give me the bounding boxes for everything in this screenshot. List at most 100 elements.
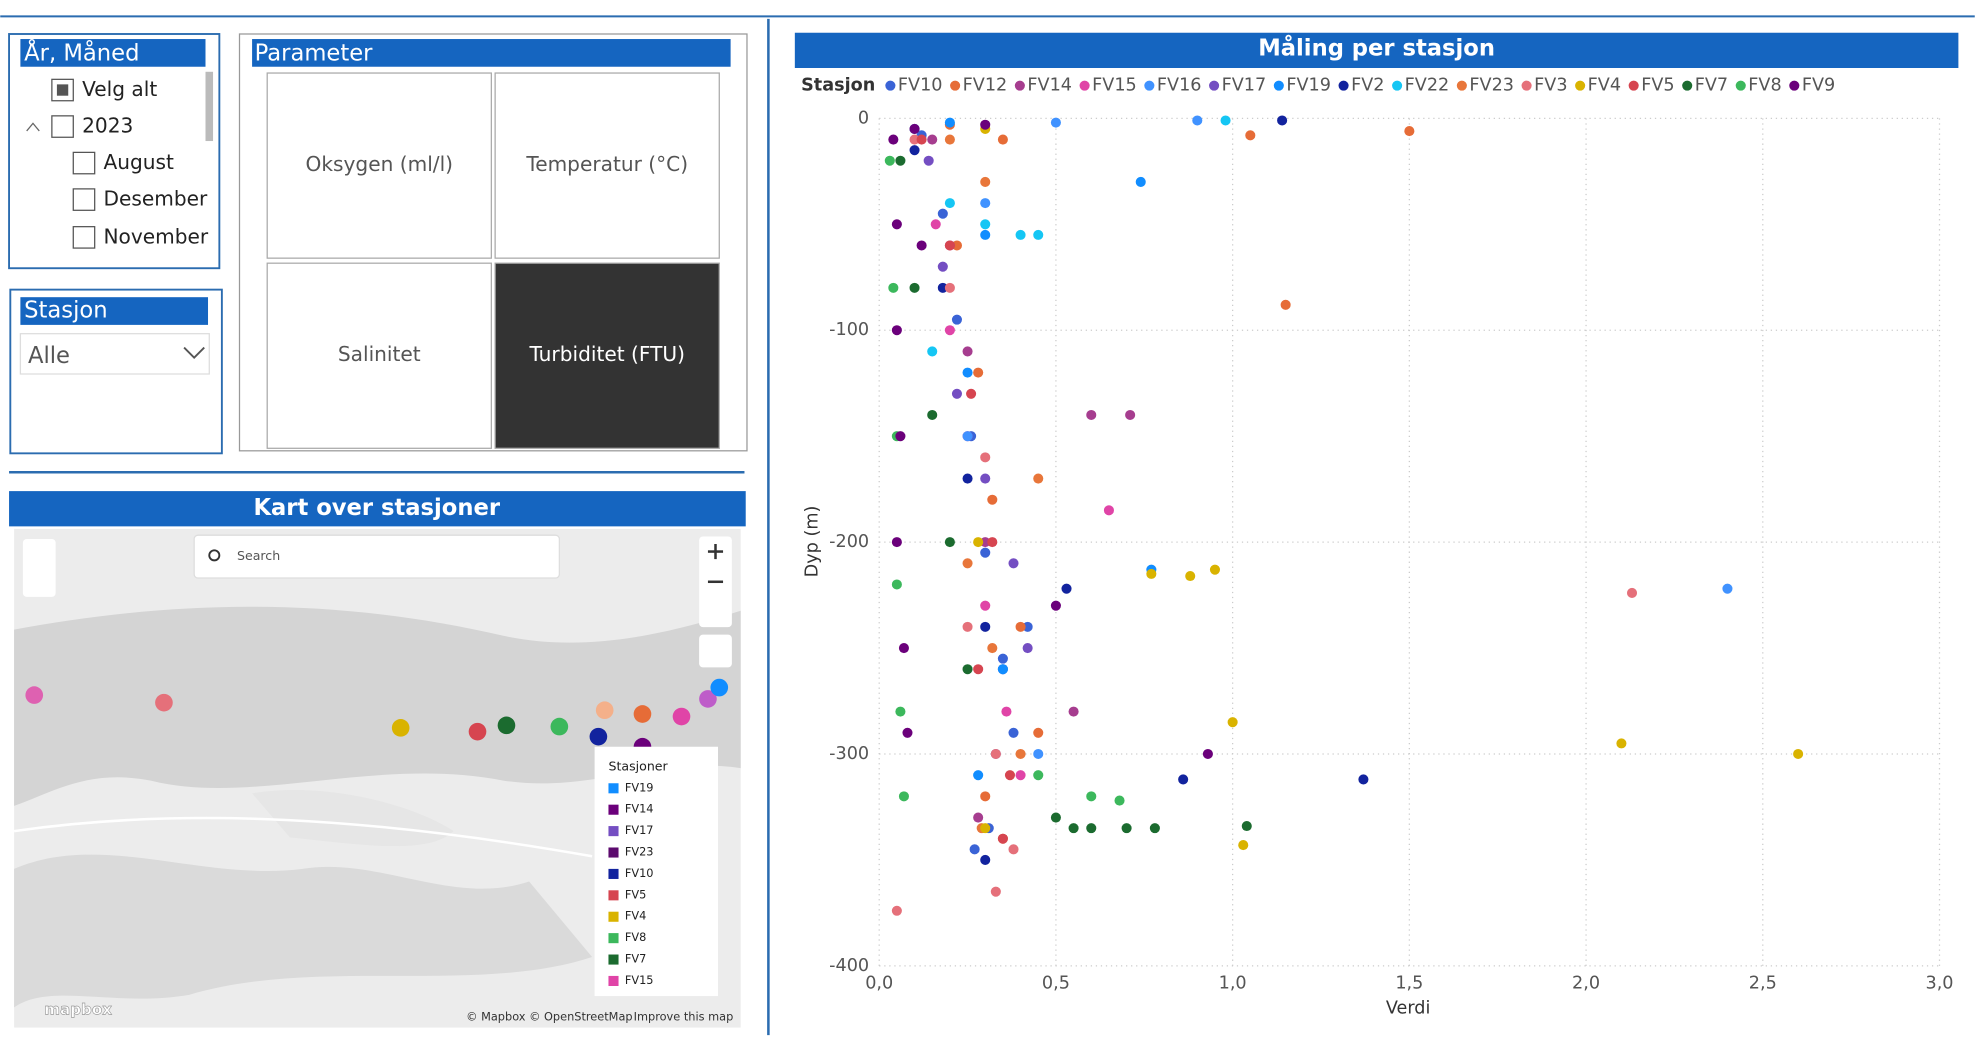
point [1086,791,1096,801]
mapbox-logo: mapbox [44,1000,112,1018]
point [1616,738,1626,748]
legend-marker [1575,81,1585,91]
legend-label[interactable]: FV14 [1027,76,1072,96]
legend-swatch [608,912,618,922]
legend-marker [1015,81,1025,91]
x-tick-label: 0,5 [1042,973,1070,993]
scatter-chart: Måling per stasjon Dyp (m) Verdi -400-30… [795,33,1959,1019]
scrollbar [206,72,214,141]
station-slicer[interactable]: Stasjon Alle [10,290,222,454]
point [1178,774,1188,784]
point [1115,796,1125,806]
legend-label[interactable]: FV17 [1222,76,1267,96]
station-dot[interactable] [673,708,691,726]
point [910,145,920,155]
station-dot[interactable] [155,694,173,712]
point [1245,130,1255,140]
legend-label[interactable]: FV12 [963,76,1008,96]
legend-label: FV14 [625,802,654,816]
button-label: Temperatur (°C) [525,152,688,176]
legend-label[interactable]: FV8 [1748,76,1781,96]
point [1008,844,1018,854]
legend-label: FV7 [625,952,646,966]
point [924,156,934,166]
legend-label[interactable]: FV19 [1286,76,1331,96]
point [895,431,905,441]
panel-title: Parameter [255,41,374,67]
point [980,548,990,558]
station-dot[interactable] [392,719,410,737]
point [945,135,955,145]
legend-label: FV19 [625,780,654,794]
point [1008,558,1018,568]
legend-label[interactable]: FV7 [1695,76,1728,96]
point [980,452,990,462]
station-dot[interactable] [710,679,728,697]
point [980,120,990,130]
checkbox[interactable] [73,152,94,173]
legend-label[interactable]: FV23 [1469,76,1514,96]
point [1238,840,1248,850]
point [910,124,920,134]
point [991,887,1001,897]
legend-swatch [608,805,618,815]
point [899,791,909,801]
slicer-item[interactable]: Velg alt [82,77,157,101]
station-dot[interactable] [551,718,569,736]
point [1069,823,1079,833]
slicer-item[interactable]: 2023 [82,114,133,138]
point [1051,601,1061,611]
locate-button[interactable] [699,635,732,668]
point [1228,717,1238,727]
legend-label[interactable]: FV3 [1534,76,1567,96]
station-dot[interactable] [469,723,487,741]
search-placeholder: Search [237,548,280,563]
chart-title: Måling per stasjon [1258,35,1495,62]
point [1185,571,1195,581]
legend-label[interactable]: FV9 [1802,76,1835,96]
station-dot[interactable] [590,728,608,746]
point [963,558,973,568]
legend-label[interactable]: FV10 [898,76,943,96]
button-label: Turbiditet (FTU) [528,342,685,366]
point [963,664,973,674]
point [1722,584,1732,594]
slicer-item[interactable]: August [104,150,175,174]
legend-marker [1209,81,1219,91]
month-slicer[interactable]: År, Måned Velg alt 2023 August Desember … [9,34,219,268]
legend-label[interactable]: FV4 [1588,76,1621,96]
point [1277,115,1287,125]
station-dot[interactable] [25,686,43,704]
point [987,537,997,547]
station-dot[interactable] [634,705,652,723]
x-axis-title: Verdi [1386,999,1431,1019]
checkbox[interactable] [73,189,94,210]
legend-marker [1736,81,1746,91]
legend-label[interactable]: FV16 [1157,76,1202,96]
checkbox[interactable] [52,116,73,137]
slicer-item[interactable]: November [104,225,209,249]
checkbox[interactable] [73,227,94,248]
point [1023,643,1033,653]
button-label: Oksygen (ml/l) [306,152,453,176]
point [1033,230,1043,240]
point [980,177,990,187]
legend-swatch [608,869,618,879]
legend-label[interactable]: FV2 [1351,76,1384,96]
station-dot[interactable] [596,701,614,719]
point [938,262,948,272]
point [895,707,905,717]
slicer-item[interactable]: Desember [104,187,209,211]
point [1627,588,1637,598]
legend-label[interactable]: FV5 [1641,76,1674,96]
x-tick-label: 0,0 [865,973,893,993]
station-dot[interactable] [498,717,516,735]
legend-label[interactable]: FV22 [1405,76,1450,96]
legend-label[interactable]: FV15 [1092,76,1137,96]
point [892,906,902,916]
point [980,474,990,484]
x-tick-label: 2,0 [1572,973,1600,993]
map-tools[interactable] [23,539,56,597]
improve-link[interactable]: Improve this map [634,1009,734,1023]
legend-swatch [608,826,618,836]
